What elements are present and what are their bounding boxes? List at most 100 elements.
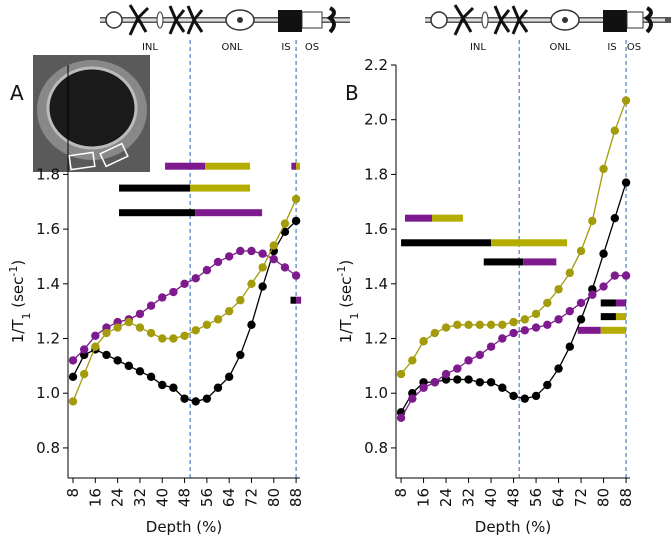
significance-bar <box>290 296 297 304</box>
significance-bar <box>615 299 627 307</box>
x-tick-label: 8 <box>392 488 410 498</box>
data-point <box>258 249 267 258</box>
data-point <box>430 328 440 338</box>
data-point <box>464 320 473 330</box>
x-tick-label: 88 <box>287 488 305 507</box>
x-tick-label: 32 <box>131 488 149 507</box>
data-point <box>68 356 78 365</box>
inset-roi <box>68 151 96 171</box>
data-point <box>158 380 167 390</box>
data-point <box>610 126 620 135</box>
x-tick-label: 8 <box>64 488 82 498</box>
data-point <box>180 394 189 403</box>
y-tick-label: 1.6 <box>36 220 60 238</box>
data-point <box>486 378 496 387</box>
data-point <box>135 309 145 319</box>
x-tick-label: 80 <box>265 488 283 507</box>
data-point <box>269 254 278 264</box>
panel-label: A <box>10 81 24 105</box>
layer-label: ONL <box>222 42 243 53</box>
data-point <box>236 246 245 256</box>
data-point <box>565 268 575 278</box>
data-point <box>247 279 256 289</box>
data-point <box>453 375 462 384</box>
data-point <box>146 372 156 382</box>
data-point <box>213 383 223 392</box>
data-point <box>408 394 417 403</box>
data-point <box>430 378 440 387</box>
data-point <box>498 320 507 330</box>
data-point <box>158 293 167 302</box>
data-point <box>68 372 78 382</box>
data-point <box>102 328 111 338</box>
data-point <box>486 320 496 330</box>
data-point <box>520 326 530 335</box>
data-point <box>498 383 507 392</box>
y-axis-label-part: ) <box>337 260 355 266</box>
significance-bar <box>401 239 492 247</box>
data-point <box>146 301 156 310</box>
data-point <box>135 323 145 332</box>
data-point <box>280 219 290 228</box>
data-point <box>236 296 245 305</box>
data-point <box>576 315 586 324</box>
significance-bar <box>296 162 300 170</box>
layer-label: ONL <box>550 42 571 53</box>
data-point <box>475 378 485 387</box>
layer-label: OS <box>627 42 641 53</box>
x-tick-label: 40 <box>153 488 171 507</box>
x-axis-label: Depth (%) <box>475 518 551 536</box>
data-point <box>280 227 290 237</box>
y-axis-label: 1/T1 (sec-1) <box>7 260 33 344</box>
x-tick-label: 48 <box>176 488 194 507</box>
data-point <box>79 369 89 379</box>
data-point <box>396 369 406 379</box>
data-point <box>91 331 100 340</box>
x-tick-label: 88 <box>617 488 635 507</box>
data-point <box>236 350 245 360</box>
data-point <box>408 356 417 365</box>
data-point <box>291 271 301 280</box>
data-point <box>258 282 267 291</box>
data-point <box>576 298 586 308</box>
layer-label: INL <box>470 42 486 53</box>
data-point <box>291 194 301 204</box>
data-point <box>224 252 234 261</box>
y-tick-label: 1.8 <box>36 165 60 183</box>
data-point <box>621 96 631 105</box>
data-point <box>531 391 541 401</box>
y-axis-label-part: 1/T <box>337 319 355 344</box>
x-tick-label: 72 <box>242 488 260 507</box>
data-point <box>475 320 485 330</box>
x-tick-label: 72 <box>572 488 590 507</box>
y-tick-label: 1.2 <box>36 330 60 348</box>
panel: INL ONL IS OS A 0.8 1.0 1.2 1.4 1.6 1.8 8 16 24 32 40 48… <box>7 40 319 536</box>
significance-bar <box>291 162 297 170</box>
layer-label: INL <box>142 42 158 53</box>
y-tick-label: 0.8 <box>364 439 388 457</box>
x-tick-label: 16 <box>86 488 104 507</box>
data-point <box>169 287 178 297</box>
data-point <box>453 364 462 373</box>
x-tick-label: 48 <box>505 488 523 507</box>
data-point <box>158 334 167 343</box>
x-tick-label: 56 <box>198 488 216 507</box>
retina-schematic <box>425 4 671 36</box>
data-point <box>621 178 631 187</box>
data-point <box>599 282 608 291</box>
x-tick-label: 24 <box>109 488 127 507</box>
y-axis-label: 1/T1 (sec-1) <box>335 260 361 344</box>
data-point <box>169 334 178 343</box>
inset-roi <box>99 142 129 168</box>
y-axis-label-part: -1 <box>335 266 348 277</box>
y-axis-label-part: ) <box>9 260 27 266</box>
data-point <box>610 271 620 280</box>
data-point <box>79 345 89 354</box>
data-point <box>486 342 496 351</box>
data-point <box>258 263 267 272</box>
layer-label: OS <box>305 42 319 53</box>
data-point <box>146 328 156 338</box>
data-point <box>202 320 212 330</box>
data-point <box>224 372 234 382</box>
x-tick-label: 40 <box>482 488 500 507</box>
